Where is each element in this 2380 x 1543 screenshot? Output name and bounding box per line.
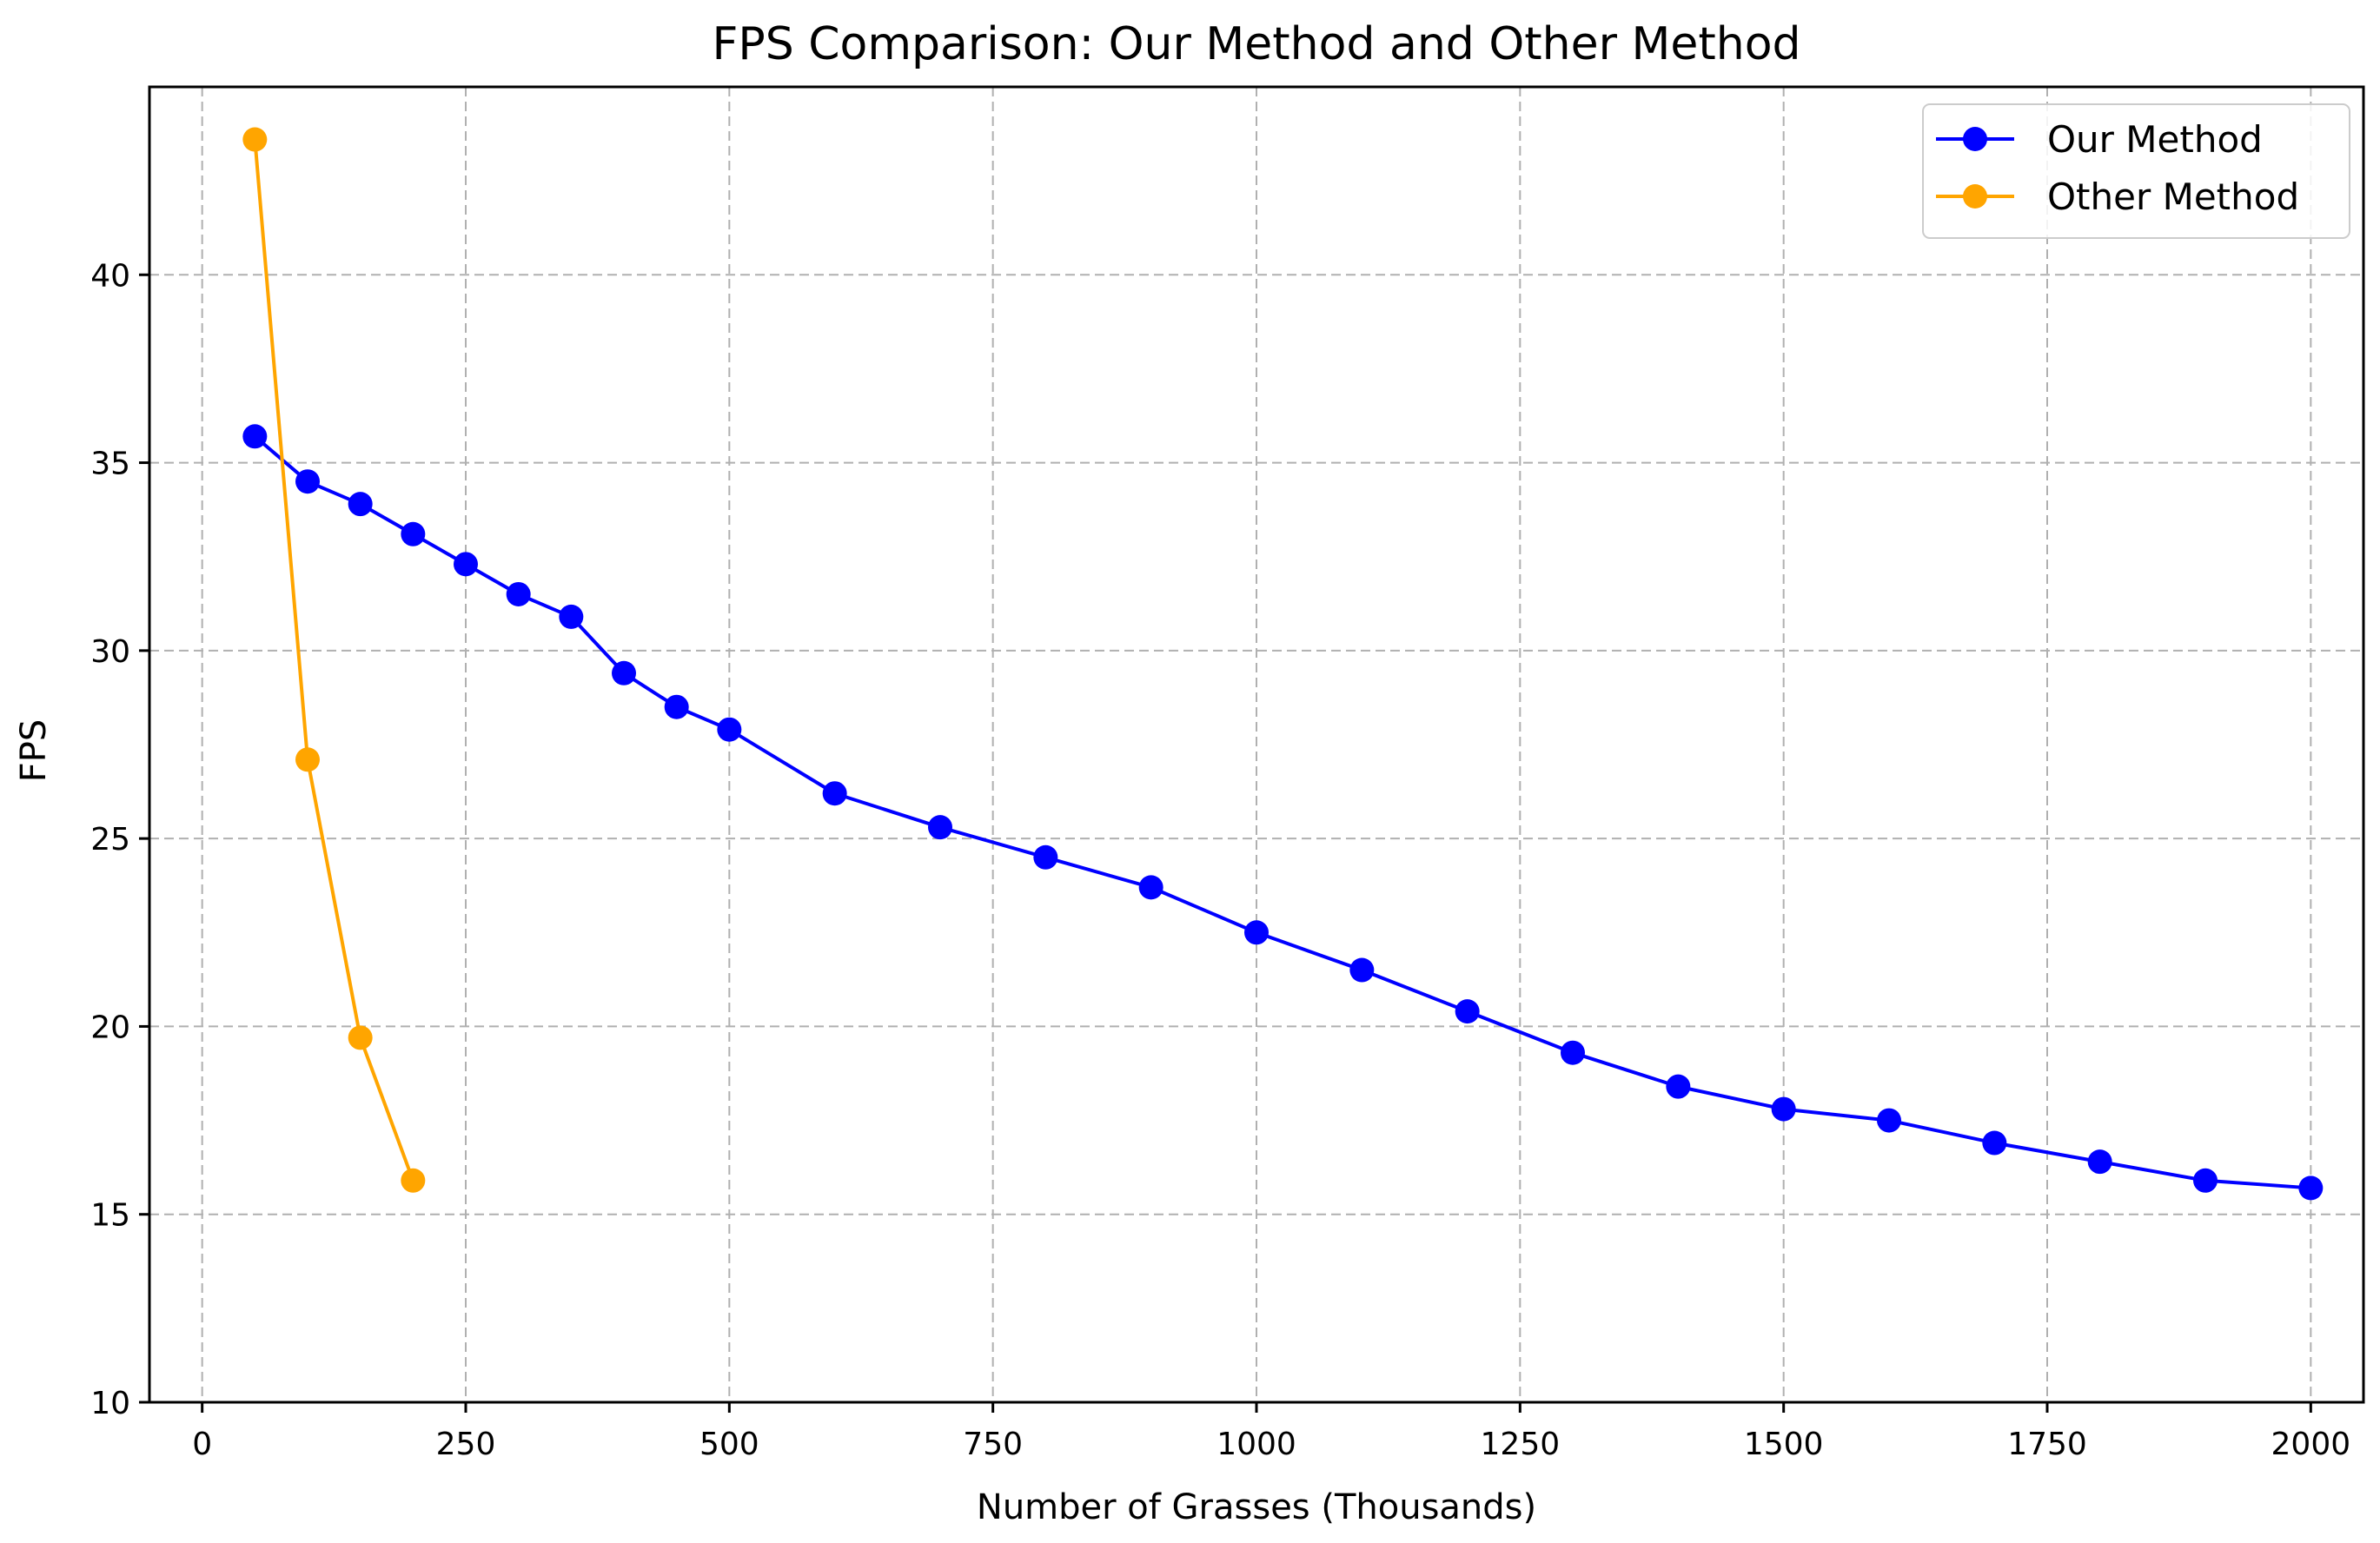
x-tick-label: 1500: [1744, 1427, 1824, 1462]
x-tick-label: 1750: [2007, 1427, 2087, 1462]
data-point-our-method: [1138, 875, 1163, 900]
data-point-other-method: [295, 747, 320, 772]
data-point-our-method: [1561, 1040, 1585, 1065]
data-point-our-method: [1244, 920, 1269, 945]
y-tick-label: 10: [90, 1386, 130, 1421]
data-point-our-method: [2087, 1149, 2112, 1175]
data-point-our-method: [2193, 1168, 2218, 1193]
data-point-our-method: [295, 469, 320, 494]
data-point-our-method: [717, 717, 742, 742]
ticks: 0 250 500 750 1000 1250 1500 1750 2000 10 15 20 25 30…: [90, 258, 2350, 1462]
series-line-other-method: [253, 139, 415, 1182]
y-tick-label: 20: [90, 1010, 130, 1045]
data-point-our-method: [664, 694, 689, 719]
legend: Our Method Other Method: [1922, 103, 2350, 239]
legend-frame: [1922, 103, 2350, 239]
data-point-our-method: [1033, 844, 1058, 870]
y-tick-label: 40: [90, 258, 130, 294]
data-point-our-method: [822, 781, 847, 806]
y-axis-label: FPS: [14, 719, 54, 783]
chart-title: FPS Comparison: Our Method and Other Met…: [712, 18, 1800, 70]
x-tick-label: 500: [699, 1427, 759, 1462]
data-point-other-method: [401, 1168, 426, 1193]
data-point-our-method: [1982, 1130, 2007, 1156]
y-tick-label: 35: [90, 447, 130, 482]
data-point-other-method: [348, 1025, 373, 1050]
data-point-our-method: [1877, 1108, 1901, 1133]
data-point-our-method: [454, 552, 478, 577]
x-tick-label: 1000: [1217, 1427, 1296, 1462]
legend-marker-our-method: [1963, 127, 1987, 151]
data-point-our-method: [506, 581, 531, 606]
y-tick-label: 15: [90, 1198, 130, 1234]
data-point-our-method: [2298, 1175, 2324, 1201]
y-tick-label: 30: [90, 634, 130, 670]
x-axis-label: Number of Grasses (Thousands): [977, 1487, 1536, 1527]
data-point-our-method: [242, 424, 268, 449]
data-point-our-method: [1771, 1096, 1796, 1122]
y-tick-label: 25: [90, 822, 130, 858]
legend-marker-other-method: [1963, 184, 1987, 209]
data-point-our-method: [348, 492, 373, 517]
x-tick-label: 750: [963, 1427, 1023, 1462]
series-layer: [242, 127, 2324, 1201]
data-point-our-method: [612, 660, 636, 685]
x-tick-label: 0: [192, 1427, 212, 1462]
x-tick-label: 2000: [2271, 1427, 2351, 1462]
data-point-our-method: [1455, 999, 1480, 1024]
data-point-our-method: [401, 521, 426, 546]
data-point-our-method: [928, 815, 952, 840]
data-point-our-method: [1349, 957, 1375, 983]
legend-label-our-method: Our Method: [2047, 118, 2263, 161]
legend-label-other-method: Other Method: [2047, 175, 2299, 218]
data-point-other-method: [242, 127, 268, 152]
data-point-our-method: [1666, 1074, 1691, 1099]
data-point-our-method: [559, 604, 584, 629]
x-tick-label: 1250: [1481, 1427, 1561, 1462]
x-tick-label: 250: [436, 1427, 496, 1462]
